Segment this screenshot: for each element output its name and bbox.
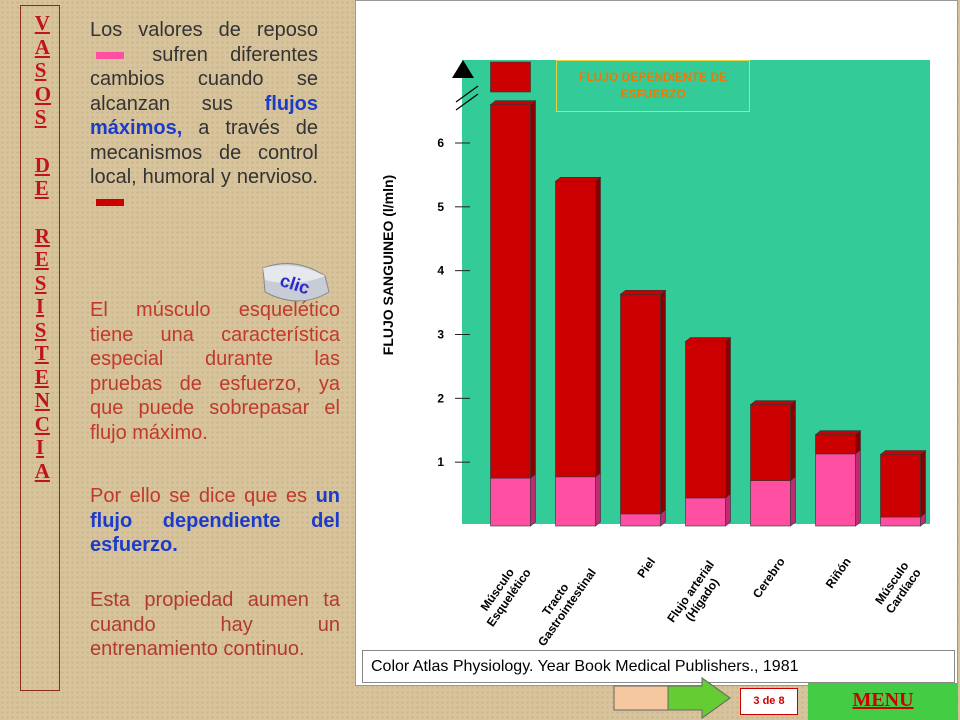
- paragraph: Esta propiedad aumen ta cuando hay un en…: [90, 588, 340, 662]
- bar-side: [725, 493, 731, 527]
- paragraph: El músculo esquelético tiene una caracte…: [90, 298, 340, 445]
- text-run: a través de mecanismos de control local,…: [90, 117, 318, 188]
- paragraph: Por ello se dice que es un flujo dependi…: [90, 484, 340, 558]
- bar-side: [660, 289, 666, 515]
- pink-dash: [96, 51, 124, 59]
- bar-segment: [880, 454, 921, 518]
- bar-side: [530, 100, 536, 479]
- bar-top: [749, 400, 797, 406]
- bar-segment: [620, 513, 661, 527]
- page-indicator: 3 de 8: [740, 688, 798, 715]
- text-run: Por ello se dice que es: [90, 485, 316, 507]
- y-tick-label: 3: [437, 327, 444, 341]
- citation: Color Atlas Physiology. Year Book Medica…: [362, 650, 955, 683]
- text-run: Los valores de reposo: [90, 19, 318, 41]
- bar-segment: [490, 477, 531, 527]
- bar-segment: [750, 480, 791, 527]
- bar-segment: [685, 341, 726, 499]
- text-run: flujos máximos,: [90, 92, 318, 140]
- bar-top: [814, 430, 862, 436]
- annotation: FLUJO DEPENDIENTE DE ESFUERZO: [556, 60, 750, 112]
- clic-button[interactable]: clic: [255, 258, 333, 308]
- y-tick-label: 2: [437, 391, 444, 405]
- bar-side: [855, 449, 861, 527]
- bar-segment: [815, 434, 856, 455]
- bar-side: [595, 176, 601, 478]
- bar-top: [554, 176, 602, 182]
- y-axis-label: FLUJO SANGUINEO (l/mln): [380, 174, 396, 356]
- bar-side: [530, 473, 536, 527]
- axis-break: [455, 85, 479, 111]
- bar-segment: [750, 404, 791, 481]
- y-tick-label: 5: [437, 200, 444, 214]
- bar-segment: [880, 516, 921, 527]
- chart: 1 2 3 4 5 6: [437, 60, 930, 527]
- bar-top: [619, 289, 667, 295]
- bar-segment: [555, 476, 596, 527]
- axis-arrow: [452, 60, 474, 78]
- bar-side: [790, 476, 796, 527]
- bar-side: [725, 336, 731, 499]
- bar-segment: [555, 180, 596, 478]
- red-dash: [96, 198, 124, 206]
- bar-side: [920, 449, 926, 518]
- bar-side: [790, 400, 796, 482]
- bar-segment: [815, 453, 856, 527]
- bar-segment: [620, 293, 661, 515]
- paragraph: Los valores de reposo sufren diferentes …: [90, 18, 318, 214]
- bar-top: [684, 337, 732, 342]
- y-tick-label: 1: [437, 455, 444, 469]
- bar-segment: [685, 497, 726, 527]
- arrow-right-part: [667, 677, 731, 719]
- overflow-cap: [490, 61, 531, 93]
- bar-side: [595, 472, 601, 527]
- text-run: Esta propiedad aumen ta cuando hay un en…: [90, 589, 340, 660]
- text-run: un flujo dependiente del esfuerzo.: [90, 485, 340, 556]
- sidebar: VASOS DE RESISTENCIA: [20, 5, 60, 691]
- bar-top: [489, 100, 537, 105]
- bar-top: [879, 450, 927, 455]
- menu-button[interactable]: MENU: [808, 683, 958, 720]
- text-run: sufren diferentes cambios cuando se alca…: [90, 43, 318, 115]
- y-tick-label: 4: [437, 264, 444, 278]
- next-button[interactable]: [612, 676, 734, 720]
- clic-highlight: [263, 265, 325, 284]
- bar-segment: [490, 104, 531, 479]
- y-tick-label: 6: [437, 136, 444, 150]
- text-run: El músculo esquelético tiene una caracte…: [90, 299, 340, 444]
